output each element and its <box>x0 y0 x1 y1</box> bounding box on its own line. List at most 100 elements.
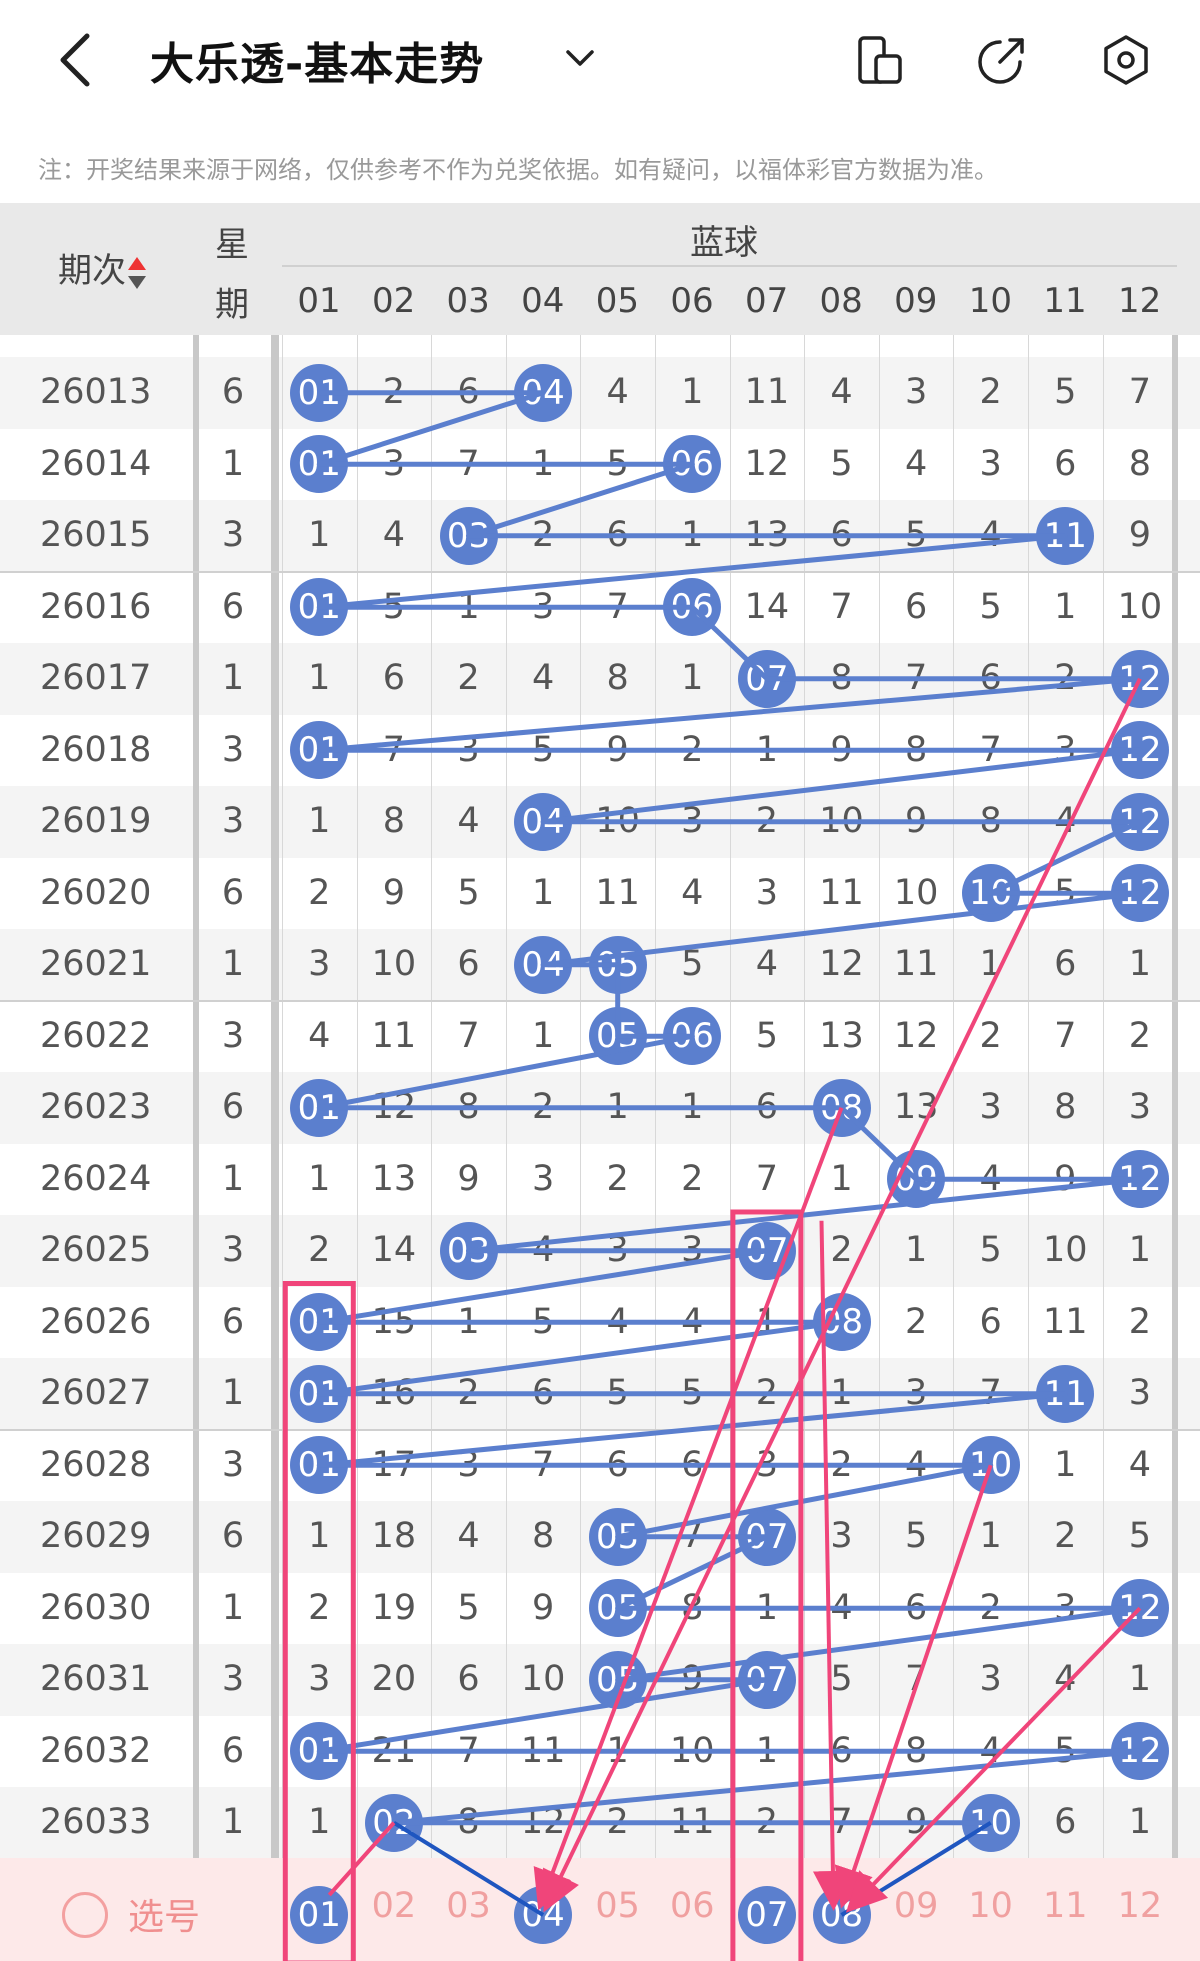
pick-option[interactable]: 02 <box>371 1886 417 1926</box>
pick-option[interactable]: 11 <box>1043 1886 1088 1926</box>
miss-count: 4 <box>531 1230 555 1270</box>
miss-count: 4 <box>382 515 406 555</box>
miss-count: 7 <box>457 1730 480 1771</box>
chevron-down-icon[interactable] <box>562 40 598 76</box>
table-row[interactable]: 26033 1 1 02 8 12 2 11 2 7 9 10 6 1 <box>0 1787 1200 1859</box>
miss-count: 2 <box>457 658 480 698</box>
selected-pick[interactable]: 07 <box>737 1886 796 1944</box>
table-row[interactable]: 26021 1 3 10 6 04 05 5 4 12 11 1 6 1 <box>0 929 1200 1001</box>
pick-option[interactable]: 12 <box>1117 1886 1163 1926</box>
selected-pick[interactable]: 01 <box>290 1886 349 1944</box>
week-day: 6 <box>221 1087 245 1127</box>
week-day: 3 <box>221 729 245 770</box>
column-header-05: 05 <box>595 281 640 321</box>
miss-count: 8 <box>531 1516 555 1556</box>
settings-icon[interactable] <box>1098 32 1154 88</box>
sort-icon[interactable] <box>126 253 148 293</box>
miss-count: 9 <box>382 872 406 913</box>
hit-ball: 01 <box>290 1436 349 1495</box>
miss-count: 2 <box>1054 658 1077 698</box>
hit-ball: 07 <box>737 1507 796 1566</box>
issue-column-header[interactable]: 期次 <box>58 243 148 293</box>
hit-ball: 12 <box>1110 792 1169 851</box>
share-icon[interactable] <box>974 32 1030 88</box>
miss-count: 11 <box>744 372 790 412</box>
table-body[interactable]: 2601226013601260441114325726014101371506… <box>0 203 1200 1961</box>
table-row[interactable]: 26016 6 01 5 1 3 7 06 14 7 6 5 1 10 <box>0 572 1200 644</box>
miss-count: 2 <box>904 1301 928 1342</box>
miss-count: 10 <box>819 801 864 841</box>
miss-count: 2 <box>1128 1301 1152 1342</box>
selected-pick[interactable]: 08 <box>812 1886 871 1944</box>
miss-count: 1 <box>606 1730 629 1771</box>
pick-option[interactable]: 09 <box>893 1886 939 1926</box>
table-row[interactable]: 26013 6 01 2 6 04 4 1 11 4 3 2 5 7 <box>0 357 1200 429</box>
miss-count: 6 <box>904 586 928 627</box>
table-row[interactable]: 26020 6 2 9 5 1 11 4 3 11 10 10 5 12 <box>0 858 1200 930</box>
selected-pick[interactable]: 04 <box>514 1886 573 1944</box>
table-row[interactable]: 26022 3 4 11 7 1 05 06 5 13 12 2 7 2 <box>0 1001 1200 1073</box>
pick-option[interactable]: 06 <box>670 1886 715 1926</box>
grid-line <box>878 203 880 1961</box>
miss-count: 3 <box>979 443 1002 484</box>
table-row[interactable]: 26027 1 01 16 2 6 5 5 2 1 3 7 11 3 <box>0 1358 1200 1430</box>
pick-option[interactable]: 10 <box>968 1886 1013 1926</box>
week-day: 3 <box>221 1659 245 1699</box>
grid-line <box>1102 203 1104 1961</box>
hit-ball: 12 <box>1110 864 1169 923</box>
miss-count: 5 <box>904 515 928 555</box>
miss-count: 9 <box>1054 1158 1077 1199</box>
miss-count: 4 <box>979 1158 1002 1199</box>
hit-ball: 12 <box>1110 649 1169 708</box>
grid-line <box>580 203 582 1961</box>
table-row[interactable]: 26017 1 1 6 2 4 8 1 07 8 7 6 2 12 <box>0 643 1200 715</box>
miss-count: 9 <box>531 1587 555 1628</box>
miss-count: 2 <box>830 1230 853 1270</box>
miss-count: 1 <box>681 658 704 698</box>
week-day: 1 <box>221 1802 245 1842</box>
week-day: 6 <box>221 372 245 412</box>
select-radio-icon[interactable] <box>62 1892 108 1938</box>
miss-count: 8 <box>681 1587 704 1628</box>
hit-ball: 01 <box>290 1078 349 1137</box>
miss-count: 5 <box>1128 1516 1152 1556</box>
table-row[interactable]: 26030 1 2 19 5 9 05 8 1 4 6 2 3 12 <box>0 1573 1200 1645</box>
table-row[interactable]: 26023 6 01 12 8 2 1 1 6 08 13 3 8 3 <box>0 1072 1200 1144</box>
miss-count: 7 <box>830 1802 853 1842</box>
hit-ball: 05 <box>588 1579 647 1638</box>
miss-count: 12 <box>744 443 790 484</box>
layout-icon[interactable] <box>852 32 908 88</box>
back-arrow-icon[interactable] <box>55 30 95 90</box>
pick-option[interactable]: 05 <box>595 1886 640 1926</box>
table-row[interactable]: 26032 6 01 21 7 11 1 10 1 6 8 4 5 12 <box>0 1716 1200 1788</box>
miss-count: 4 <box>457 1516 480 1556</box>
miss-count: 12 <box>819 944 864 984</box>
miss-count: 3 <box>904 1373 928 1413</box>
miss-count: 3 <box>308 1659 331 1699</box>
hit-ball: 07 <box>737 1650 796 1709</box>
week-day: 6 <box>221 1516 245 1556</box>
hit-ball: 07 <box>737 1221 796 1280</box>
table-row[interactable]: 26014 1 01 3 7 1 5 06 12 5 4 3 6 8 <box>0 429 1200 501</box>
table-row[interactable]: 26019 3 1 8 4 04 10 3 2 10 9 8 4 12 <box>0 786 1200 858</box>
row-separator <box>0 1428 1200 1431</box>
table-row[interactable]: 26015 3 1 4 03 2 6 1 13 6 5 4 11 9 <box>0 500 1200 572</box>
grid-line <box>431 203 433 1961</box>
miss-count: 3 <box>830 1516 853 1556</box>
table-row[interactable]: 26028 3 01 17 3 7 6 6 3 2 4 10 1 4 <box>0 1430 1200 1502</box>
table-row[interactable]: 26018 3 01 7 3 5 9 2 1 9 8 7 3 12 <box>0 715 1200 787</box>
table-row[interactable]: 26029 6 1 18 4 8 05 7 07 3 5 1 2 5 <box>0 1501 1200 1573</box>
issue-number: 26027 <box>40 1373 152 1413</box>
miss-count: 4 <box>681 872 704 913</box>
miss-count: 2 <box>606 1802 629 1842</box>
miss-count: 5 <box>1054 1730 1077 1771</box>
table-row[interactable]: 26024 1 1 13 9 3 2 2 7 1 09 4 9 12 <box>0 1144 1200 1216</box>
table-row[interactable]: 26031 3 3 20 6 10 05 9 07 5 7 3 4 1 <box>0 1644 1200 1716</box>
table-row[interactable]: 26025 3 2 14 03 4 3 3 07 2 1 5 10 1 <box>0 1215 1200 1287</box>
miss-count: 5 <box>531 1301 555 1342</box>
miss-count: 7 <box>606 586 629 627</box>
table-row[interactable]: 26026 6 01 15 1 5 4 4 1 08 2 6 11 2 <box>0 1287 1200 1359</box>
miss-count: 8 <box>457 1802 480 1842</box>
pick-option[interactable]: 03 <box>446 1886 491 1926</box>
miss-count: 4 <box>830 372 853 412</box>
